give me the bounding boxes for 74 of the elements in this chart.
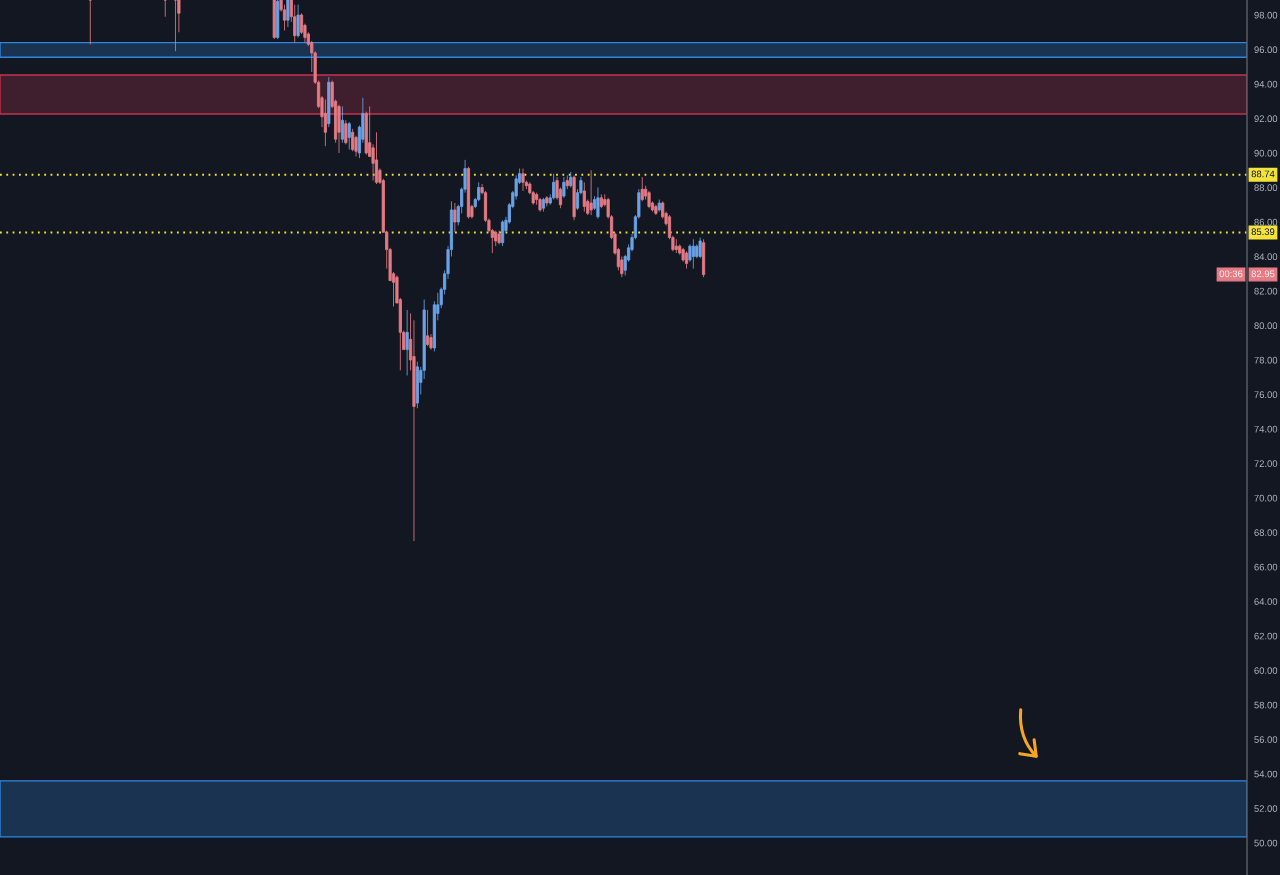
y-tick-label: 62.00 — [1254, 632, 1278, 640]
y-tick-label: 70.00 — [1254, 494, 1278, 502]
candlestick — [684, 250, 689, 269]
candlestick — [344, 119, 348, 145]
y-tick-label: 72.00 — [1254, 460, 1278, 467]
y-tick-label: 74.00 — [1254, 425, 1278, 433]
y-tick-label: 92.00 — [1254, 115, 1278, 123]
candlestick — [497, 230, 501, 245]
candlestick — [453, 202, 457, 233]
candlestick — [466, 166, 471, 219]
y-tick-label: 82.00 — [1254, 287, 1278, 295]
candlestick — [674, 238, 678, 254]
candlestick — [282, 4, 287, 31]
candlestick — [582, 181, 586, 213]
y-tick-label: 58.00 — [1254, 701, 1278, 709]
candlestick — [323, 99, 327, 147]
ref-line-label: 88.74 — [1251, 170, 1275, 178]
candlestick — [589, 169, 593, 216]
y-tick-label: 84.00 — [1254, 253, 1278, 260]
candlestick — [657, 199, 661, 213]
y-tick-label: 80.00 — [1254, 322, 1278, 329]
candlestick — [698, 237, 702, 259]
y-tick-label: 96.00 — [1254, 46, 1278, 54]
y-tick-label: 86.00 — [1254, 218, 1278, 226]
y-tick-label: 78.00 — [1254, 356, 1278, 364]
y-tick-label: 90.00 — [1254, 149, 1278, 157]
y-tick-label: 66.00 — [1254, 563, 1278, 571]
candlestick — [538, 197, 542, 213]
y-tick-label: 94.00 — [1254, 80, 1278, 88]
candlestick — [286, 0, 290, 28]
candlestick — [272, 0, 276, 40]
candlestick — [327, 76, 331, 128]
candlestick — [569, 171, 573, 188]
y-tick-label: 52.00 — [1254, 805, 1278, 812]
candlestick — [541, 197, 546, 213]
annotation: 82.95 — [1251, 270, 1275, 278]
y-tick-label: 98.00 — [1254, 11, 1278, 19]
candlestick — [347, 121, 351, 150]
y-tick-label: 50.00 — [1254, 839, 1278, 847]
candlestick — [415, 361, 419, 409]
candlestick — [647, 190, 651, 209]
candlestick — [293, 4, 297, 44]
candlestick — [340, 106, 344, 144]
candlestick — [572, 174, 576, 221]
candlestick — [374, 131, 379, 185]
y-tick-label: 56.00 — [1254, 736, 1278, 743]
y-tick-label: 88.00 — [1254, 184, 1278, 191]
candlestick — [654, 204, 658, 216]
y-tick-label: 76.00 — [1254, 391, 1278, 398]
y-tick-label: 54.00 — [1254, 770, 1278, 778]
candlestick — [337, 104, 341, 154]
candlestick — [163, 0, 167, 18]
y-tick-label: 68.00 — [1254, 529, 1278, 536]
candlestick — [426, 309, 430, 347]
candlestick — [173, 0, 178, 52]
candlestick — [701, 238, 706, 278]
annotation: 00:36 — [1219, 270, 1243, 278]
candlestick — [691, 238, 695, 269]
candlestick — [276, 0, 280, 40]
ref-line-label: 85.39 — [1251, 228, 1275, 236]
candlestick — [405, 309, 409, 376]
candlestick — [565, 174, 569, 190]
candlestick — [296, 4, 300, 38]
y-tick-label: 64.00 — [1254, 598, 1278, 605]
candlestick — [596, 187, 600, 219]
candlestick — [351, 128, 355, 152]
y-tick-label: 60.00 — [1254, 667, 1278, 674]
candlestick — [500, 219, 505, 247]
candlestick — [599, 193, 603, 209]
candlestick — [640, 176, 644, 202]
candlestick — [521, 168, 525, 192]
candlestick — [88, 0, 92, 45]
candlestick — [562, 176, 566, 199]
candlestick — [545, 195, 549, 207]
